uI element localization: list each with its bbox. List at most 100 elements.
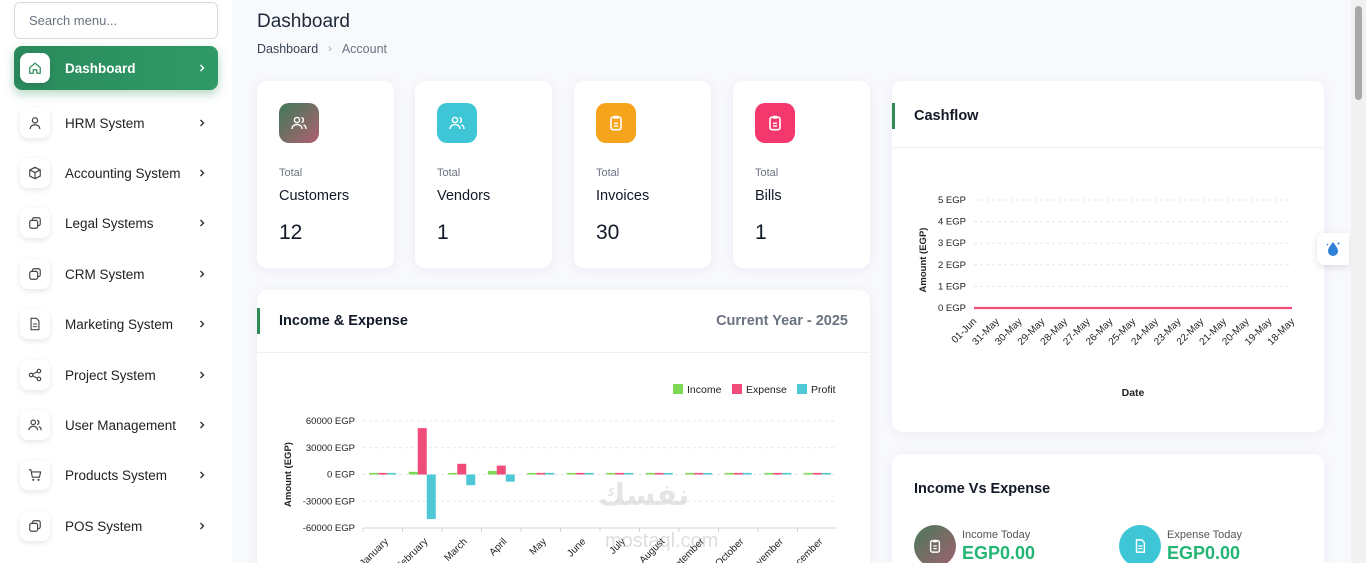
bar-expense [496, 465, 506, 475]
legend-label-expense: Expense [746, 384, 787, 396]
accent-bar [257, 308, 260, 334]
bar-expense [733, 472, 743, 475]
chevron-right-icon [200, 421, 205, 429]
stat-card-customers: Total Customers 12 [257, 81, 394, 268]
bar-profit [742, 472, 752, 475]
accent-bar [892, 103, 895, 129]
bar-profit [782, 472, 792, 475]
theme-customizer-button[interactable] [1317, 233, 1349, 265]
sidebar-item-products-system[interactable]: Products System [14, 453, 218, 497]
sidebar-item-accounting-system[interactable]: Accounting System [14, 151, 218, 195]
expense-today-label: Expense Today [1167, 528, 1243, 541]
sidebar-item-label: POS System [65, 518, 143, 534]
chevron-right-icon [200, 522, 205, 530]
sidebar-item-dashboard[interactable]: Dashboard [14, 46, 218, 90]
scrollbar-thumb[interactable] [1355, 6, 1362, 100]
bar-expense [417, 428, 427, 475]
sidebar-item-legal-systems[interactable]: Legal Systems [14, 201, 218, 245]
y-tick-label: -60000 EGP [303, 523, 355, 534]
income-today-label: Income Today [962, 528, 1031, 541]
x-axis-label: Date [1122, 387, 1145, 399]
stat-value: 30 [596, 221, 620, 244]
x-tick-label: April [487, 536, 509, 558]
y-tick-label: 2 EGP [938, 260, 966, 271]
stat-label: Total [437, 167, 461, 179]
clipboard-icon [914, 525, 956, 563]
cart-icon [20, 460, 50, 490]
x-tick-label: November [745, 536, 786, 563]
bar-profit [505, 474, 515, 482]
users-icon [279, 103, 319, 143]
bar-income [645, 472, 655, 475]
period-label: Current Year - 2025 [716, 313, 848, 329]
bar-income [369, 472, 379, 475]
sidebar-item-project-system[interactable]: Project System [14, 353, 218, 397]
page-scrollbar[interactable] [1351, 0, 1366, 563]
chevron-right-icon [200, 371, 205, 379]
breadcrumb-item-dashboard[interactable]: Dashboard [257, 42, 319, 56]
y-axis-label: Amount (EGP) [918, 228, 929, 293]
sidebar-item-marketing-system[interactable]: Marketing System [14, 302, 218, 346]
income-expense-chart: 60000 EGP 30000 EGP 0 EGP -30000 EGP -60000 … [283, 384, 837, 563]
income-today-value: EGP0.00 [962, 542, 1036, 563]
stat-name: Vendors [437, 188, 491, 204]
x-tick-label: June [565, 536, 588, 559]
sidebar-item-label: Project System [65, 367, 156, 383]
divider [257, 352, 870, 353]
user-icon [20, 108, 50, 138]
legend-label-income: Income [687, 384, 722, 396]
bar-income [803, 472, 813, 475]
share-icon [20, 360, 50, 390]
home-icon [20, 53, 50, 83]
y-tick-label: 0 EGP [327, 470, 355, 481]
stat-label: Total [596, 167, 620, 179]
x-tick-label: March [442, 536, 469, 563]
users-icon [20, 410, 50, 440]
chevron-right-icon [200, 219, 205, 227]
bar-income [764, 472, 774, 475]
bar-profit [387, 472, 397, 475]
sidebar-item-label: Marketing System [65, 316, 174, 332]
y-tick-label: 30000 EGP [306, 443, 355, 454]
bar-profit [821, 472, 831, 475]
y-axis-label: Amount (EGP) [283, 442, 294, 507]
x-tick-label: January [358, 536, 391, 563]
sidebar-item-pos-system[interactable]: POS System [14, 504, 218, 548]
cashflow-chart: 5 EGP 4 EGP 3 EGP 2 EGP 1 EGP 0 EGP Amount (EG… [918, 195, 1297, 399]
watermark-sub: mostaql.com [605, 530, 719, 552]
bar-expense [378, 472, 388, 475]
bar-expense [536, 472, 546, 475]
chevron-right-icon [200, 119, 205, 127]
clipboard-icon [596, 103, 636, 143]
y-tick-label: 5 EGP [938, 195, 966, 206]
chevron-right-icon: › [328, 43, 332, 55]
bar-expense [575, 472, 585, 475]
sidebar-item-user-management[interactable]: User Management [14, 403, 218, 447]
file-icon [20, 309, 50, 339]
bar-profit [663, 472, 673, 475]
droplet-icon [1326, 242, 1340, 256]
bar-income [685, 472, 695, 475]
bar-income [408, 471, 418, 475]
income-expense-card: Income & Expense Current Year - 2025 600… [257, 290, 870, 563]
stat-name: Customers [279, 188, 350, 204]
y-tick-label: 60000 EGP [306, 416, 355, 427]
sidebar-item-hrm-system[interactable]: HRM System [14, 101, 218, 145]
sidebar-item-label: HRM System [65, 115, 145, 131]
layers-icon [20, 511, 50, 541]
y-tick-label: 1 EGP [938, 281, 966, 292]
search-input[interactable] [14, 2, 218, 39]
x-tick-label: February [394, 536, 430, 563]
chevron-right-icon [200, 169, 205, 177]
x-tick-label: October [713, 536, 746, 563]
legend-label-profit: Profit [811, 384, 836, 396]
stat-label: Total [279, 167, 303, 179]
bar-profit [703, 472, 713, 475]
sidebar-item-label: User Management [65, 417, 177, 433]
sidebar-item-crm-system[interactable]: CRM System [14, 252, 218, 296]
income-vs-expense-card: Income Vs Expense Income Today EGP0.00 E… [892, 454, 1324, 563]
chevron-right-icon [200, 270, 205, 278]
y-tick-label: 0 EGP [938, 303, 966, 314]
sidebar-item-label: Accounting System [65, 165, 181, 181]
bar-income [724, 472, 734, 475]
